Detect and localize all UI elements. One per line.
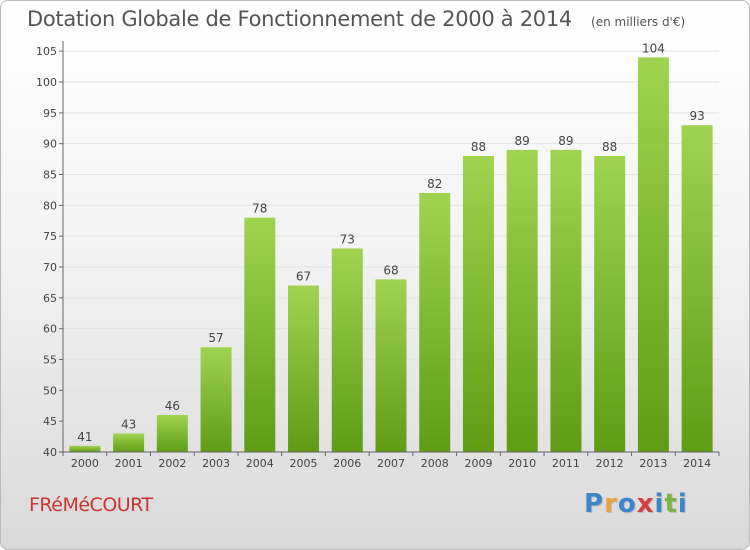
- x-tick-label: 2001: [115, 457, 143, 470]
- bar-2008: [419, 193, 451, 452]
- y-tick-label: 60: [43, 323, 57, 336]
- y-tick-label: 50: [43, 384, 57, 397]
- x-tick-label: 2008: [421, 457, 449, 470]
- y-tick-label: 95: [43, 107, 57, 120]
- logo-letter: t: [664, 489, 678, 519]
- x-tick-label: 2013: [639, 457, 667, 470]
- data-label: 89: [558, 134, 573, 148]
- data-label: 88: [602, 140, 617, 154]
- data-label: 68: [383, 263, 398, 277]
- data-label: 88: [471, 140, 486, 154]
- bar-2004: [244, 217, 276, 452]
- y-tick-label: 55: [43, 354, 57, 367]
- x-tick-label: 2005: [290, 457, 318, 470]
- y-tick-label: 90: [43, 138, 57, 151]
- chart-title: Dotation Globale de Fonctionnement de 20…: [27, 7, 572, 31]
- x-tick-label: 2000: [71, 457, 99, 470]
- y-tick-label: 45: [43, 415, 57, 428]
- data-label: 73: [340, 233, 355, 247]
- x-tick-label: 2007: [377, 457, 405, 470]
- bar-2011: [550, 149, 582, 453]
- y-tick-label: 85: [43, 169, 57, 182]
- x-tick-label: 2011: [552, 457, 580, 470]
- data-label: 93: [689, 109, 704, 123]
- bar-2012: [594, 156, 626, 452]
- logo-letter: x: [636, 489, 655, 519]
- bar-2001: [113, 433, 145, 452]
- data-label: 57: [208, 331, 223, 345]
- chart-units: (en milliers d'€): [591, 15, 686, 29]
- logo-letter: P: [584, 489, 605, 519]
- logo-letter: r: [604, 489, 618, 519]
- bar-2010: [506, 149, 538, 453]
- y-tick-label: 40: [43, 446, 57, 459]
- x-tick-label: 2003: [202, 457, 230, 470]
- bar-2002: [156, 415, 188, 452]
- y-tick-label: 100: [36, 76, 57, 89]
- data-label: 104: [642, 41, 665, 55]
- data-label: 82: [427, 177, 442, 191]
- x-tick-label: 2012: [596, 457, 624, 470]
- bar-2006: [331, 248, 363, 452]
- x-tick-label: 2010: [508, 457, 536, 470]
- y-tick-label: 65: [43, 292, 57, 305]
- data-label: 89: [515, 134, 530, 148]
- x-tick-label: 2009: [464, 457, 492, 470]
- bar-2009: [462, 156, 494, 452]
- y-tick-label: 75: [43, 230, 57, 243]
- bar-2013: [637, 57, 669, 452]
- data-label: 78: [252, 202, 267, 216]
- y-tick-label: 105: [36, 45, 57, 58]
- y-tick-label: 80: [43, 199, 57, 212]
- bar-2000: [69, 445, 101, 452]
- bar-2003: [200, 347, 232, 452]
- bar-2014: [681, 125, 713, 453]
- logo-letter: i: [677, 489, 688, 519]
- x-tick-label: 2004: [246, 457, 274, 470]
- bar-2005: [288, 285, 320, 452]
- title-row: Dotation Globale de Fonctionnement de 20…: [27, 7, 685, 31]
- data-label: 43: [121, 418, 136, 432]
- data-label: 67: [296, 270, 311, 284]
- logo-letter: i: [654, 489, 665, 519]
- bar-2007: [375, 279, 407, 452]
- proxiti-logo: Proxiti: [584, 489, 688, 519]
- data-label: 41: [77, 430, 92, 444]
- y-tick-label: 70: [43, 261, 57, 274]
- commune-name: FRéMéCOURT: [29, 494, 153, 516]
- logo-letter: o: [617, 489, 637, 519]
- x-tick-label: 2014: [683, 457, 711, 470]
- x-tick-label: 2006: [333, 457, 361, 470]
- data-label: 46: [165, 399, 180, 413]
- x-tick-label: 2002: [158, 457, 186, 470]
